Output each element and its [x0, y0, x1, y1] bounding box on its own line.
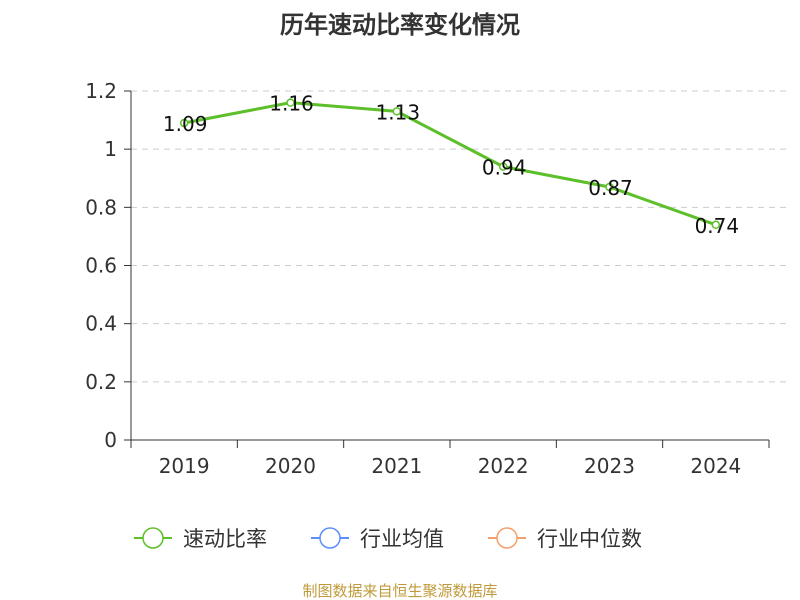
legend-item[interactable]: 行业中位数: [488, 527, 642, 551]
data-point: [605, 182, 614, 192]
y-tick-label: 0.8: [85, 195, 117, 219]
data-label: 0.74: [695, 214, 740, 238]
legend-marker: [496, 527, 518, 549]
data-label: 1.13: [376, 100, 421, 124]
data-label: 0.87: [588, 176, 633, 200]
x-tick-label: 2024: [690, 454, 741, 478]
data-label: 1.16: [269, 92, 314, 116]
y-tick-label: 0.2: [85, 370, 117, 394]
legend-marker: [142, 527, 164, 549]
y-tick-label: 1: [104, 137, 117, 161]
x-tick-label: 2020: [265, 454, 316, 478]
grid: [131, 90, 791, 383]
y-tick-label: 0.4: [85, 312, 117, 336]
legend-item[interactable]: 行业均值: [311, 527, 444, 551]
data-label: 0.94: [482, 156, 527, 180]
data-label: 1.09: [163, 112, 208, 136]
y-tick-label: 0: [104, 428, 117, 452]
legend-label: 速动比率: [183, 527, 267, 551]
legend-label: 行业均值: [360, 527, 444, 551]
x-tick-label: 2021: [371, 454, 422, 478]
source-note: 制图数据来自恒生聚源数据库: [302, 582, 497, 600]
chart-title: 历年速动比率变化情况: [280, 11, 520, 39]
data-point: [179, 118, 189, 128]
x-tick-label: 2019: [159, 454, 210, 478]
x-tick-label: 2023: [584, 454, 635, 478]
data-point: [498, 162, 508, 171]
series-line: [183, 101, 717, 227]
series-layer: [179, 98, 721, 230]
legend-item[interactable]: 速动比率: [134, 527, 267, 551]
legend-label: 行业中位数: [537, 527, 642, 551]
data-point: [711, 220, 721, 230]
data-point: [286, 98, 295, 107]
y-tick-label: 0.6: [85, 254, 117, 278]
data-point: [392, 107, 402, 116]
legend: 速动比率 行业均值 行业中位数: [134, 527, 642, 551]
y-tick-label: 1.2: [85, 79, 117, 103]
legend-marker: [319, 527, 341, 549]
x-tick-label: 2022: [478, 454, 529, 478]
data-labels: 1.09 1.16 1.13 0.94 0.87 0.74: [163, 92, 739, 238]
axes: 0 0.2 0.4 0.6 0.8 1 1.2 2019 2020 2021 2022 2023 202…: [85, 79, 770, 478]
